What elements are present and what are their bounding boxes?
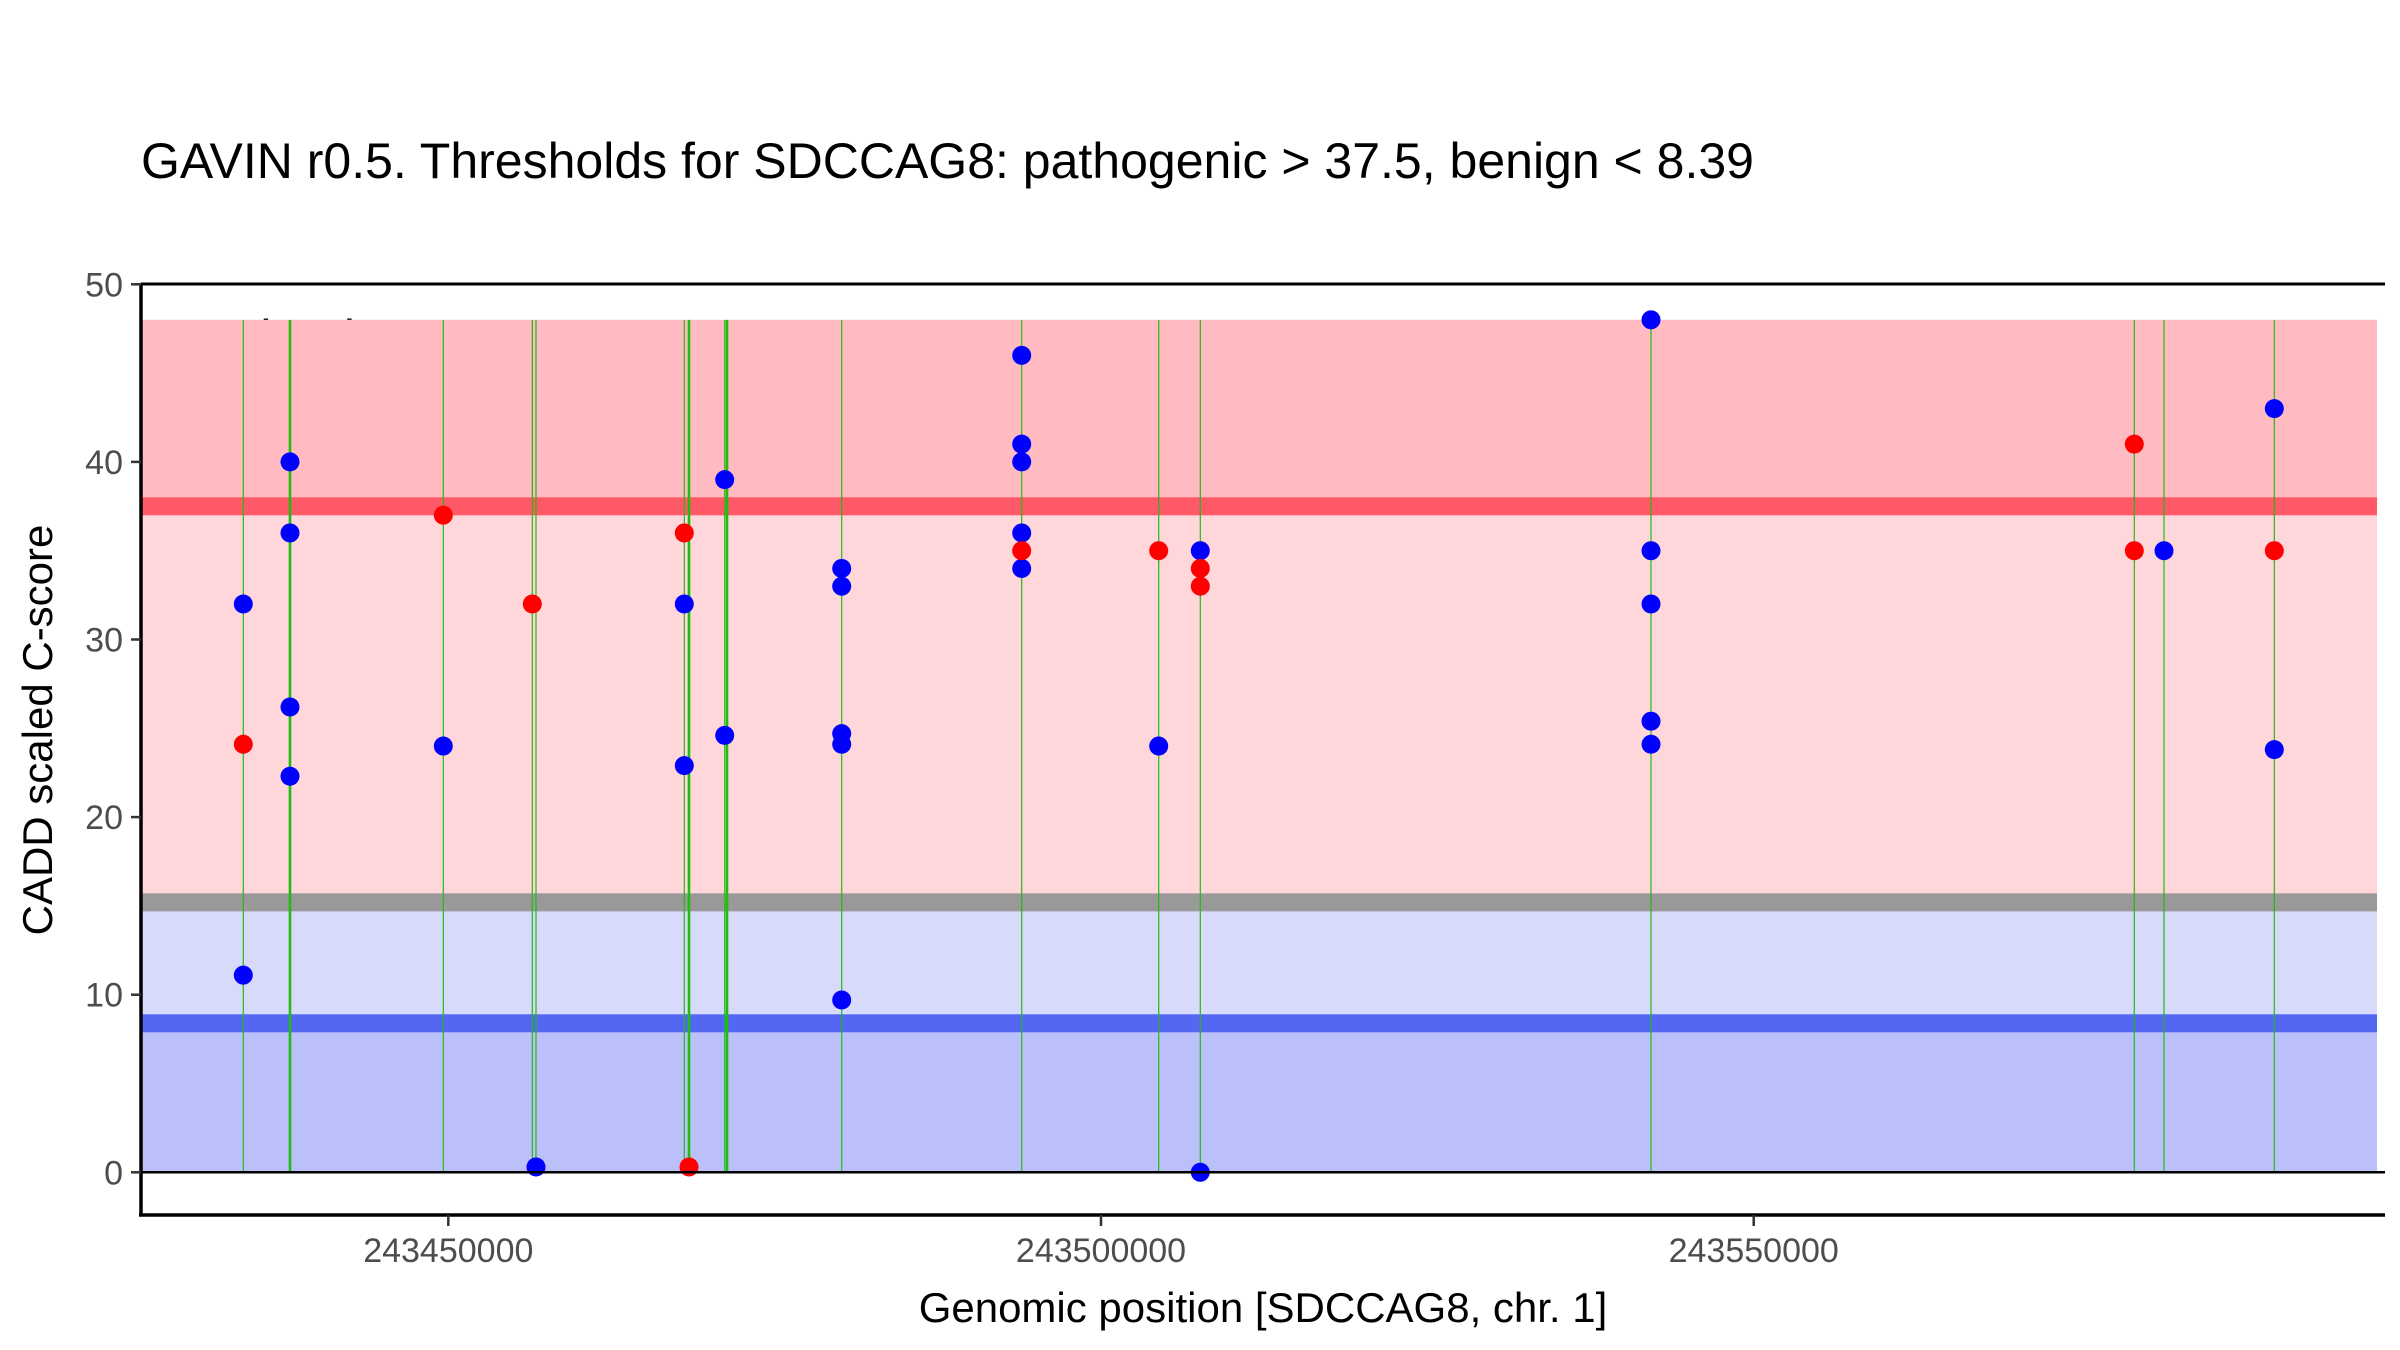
x-tick-label: 243450000 bbox=[363, 1232, 533, 1270]
x-tick-label: 243500000 bbox=[1016, 1232, 1186, 1270]
clinvar-point bbox=[2124, 541, 2144, 561]
gnomad-point bbox=[1190, 541, 1210, 561]
clinvar-point bbox=[1149, 541, 1169, 561]
gnomad-point bbox=[2264, 740, 2284, 760]
gnomad-point bbox=[433, 736, 453, 756]
gnomad-point bbox=[715, 470, 735, 490]
clinvar-point bbox=[2124, 434, 2144, 454]
clinvar-point bbox=[433, 505, 453, 525]
title-line-1: GAVIN r0.5. Thresholds for SDCCAG8: path… bbox=[141, 133, 1754, 189]
gnomad-point bbox=[715, 725, 735, 745]
clinvar-point bbox=[233, 734, 253, 754]
axes bbox=[139, 282, 2385, 1217]
gnomad-point bbox=[1012, 452, 1032, 472]
gnomad-point bbox=[832, 734, 852, 754]
y-tick-label: 50 bbox=[85, 266, 123, 304]
likely-benign-zone bbox=[141, 902, 2377, 1024]
clinvar-point bbox=[1190, 558, 1210, 578]
gnomad-point bbox=[674, 594, 694, 614]
x-ticks: 243450000 243500000 243550000 bbox=[363, 1215, 1839, 1270]
pathogenic-threshold-line bbox=[141, 497, 2377, 516]
benign-threshold-line bbox=[141, 1014, 2377, 1033]
y-tick-label: 20 bbox=[85, 799, 123, 837]
gnomad-point bbox=[674, 756, 694, 776]
threshold-lines bbox=[141, 497, 2377, 1033]
gnomad-point bbox=[233, 594, 253, 614]
clinvar-point bbox=[1012, 541, 1032, 561]
x-axis-title: Genomic position [SDCCAG8, chr. 1] bbox=[919, 1284, 1608, 1331]
gnomad-point bbox=[2154, 541, 2174, 561]
gnomad-point bbox=[1641, 541, 1661, 561]
gnomad-point bbox=[526, 1157, 546, 1177]
y-ticks: 0 10 20 30 40 50 bbox=[85, 266, 141, 1192]
clinvar-point bbox=[2264, 541, 2284, 561]
gnomad-point bbox=[2264, 399, 2284, 419]
gnomad-point bbox=[832, 558, 852, 578]
gnomad-point bbox=[1641, 310, 1661, 330]
gnomad-point bbox=[1641, 594, 1661, 614]
gnomad-point bbox=[280, 766, 300, 786]
y-tick-label: 40 bbox=[85, 444, 123, 482]
benign-zone bbox=[141, 1023, 2377, 1173]
gnomad-point bbox=[280, 697, 300, 717]
gnomad-point bbox=[1149, 736, 1169, 756]
gnomad-point bbox=[1641, 711, 1661, 731]
threshold-zones bbox=[141, 319, 2377, 1173]
clinvar-point bbox=[679, 1157, 699, 1177]
clinvar-point bbox=[522, 594, 542, 614]
variant-points bbox=[233, 310, 2284, 1182]
fallback-threshold-line bbox=[141, 893, 2377, 912]
clinvar-point bbox=[674, 523, 694, 543]
gnomad-point bbox=[233, 965, 253, 985]
likely-pathogenic-zone bbox=[141, 506, 2377, 903]
y-tick-label: 0 bbox=[104, 1154, 123, 1192]
y-axis-title: CADD scaled C-score bbox=[14, 525, 61, 936]
x-tick-label: 243550000 bbox=[1669, 1232, 1839, 1270]
gnomad-point bbox=[1012, 523, 1032, 543]
gnomad-point bbox=[1641, 734, 1661, 754]
gnomad-point bbox=[1012, 345, 1032, 365]
gnomad-point bbox=[280, 523, 300, 543]
gnomad-point bbox=[1012, 558, 1032, 578]
pathogenic-zone bbox=[141, 319, 2377, 507]
y-tick-label: 10 bbox=[85, 977, 123, 1015]
gnomad-point bbox=[832, 990, 852, 1010]
clinvar-point bbox=[1190, 576, 1210, 596]
gnomad-point bbox=[832, 576, 852, 596]
gnomad-point bbox=[280, 452, 300, 472]
gnomad-point bbox=[1012, 434, 1032, 454]
y-tick-label: 30 bbox=[85, 622, 123, 660]
